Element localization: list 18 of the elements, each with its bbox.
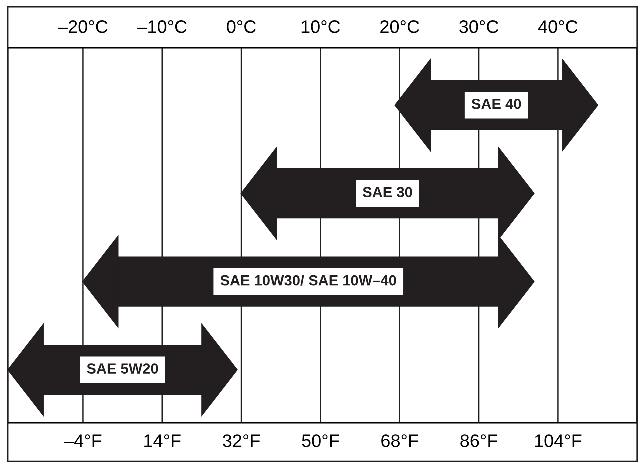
y-tick-label: SAE 5W20 [87, 364, 158, 374]
y-tick-label: SAE 40 [472, 98, 522, 110]
x-tick-label: 86°F [460, 434, 498, 448]
x2-tick-label: 40°C [538, 20, 578, 34]
x2-tick-label: 30°C [460, 20, 499, 34]
x-tick-label: 68°F [382, 434, 418, 448]
y-tick-label: SAE 30 [363, 187, 412, 198]
y-tick-label: SAE 10W30/ SAE 10W–40 [220, 275, 396, 286]
x2-tick-label: –10°C [137, 20, 187, 34]
x-tick-label: 50°F [302, 434, 340, 448]
x2-tick-label: 10°C [302, 20, 340, 34]
x2-tick-label: 20°C [380, 20, 420, 34]
x2-tick-label: –20°C [58, 20, 108, 34]
x-tick-label: 32°F [223, 434, 260, 448]
x-tick-label: 14°F [144, 434, 181, 448]
x-tick-label: –4°F [64, 434, 102, 448]
x2-tick-label: 0°C [227, 20, 256, 34]
x-tick-label: 104°F [535, 434, 582, 448]
